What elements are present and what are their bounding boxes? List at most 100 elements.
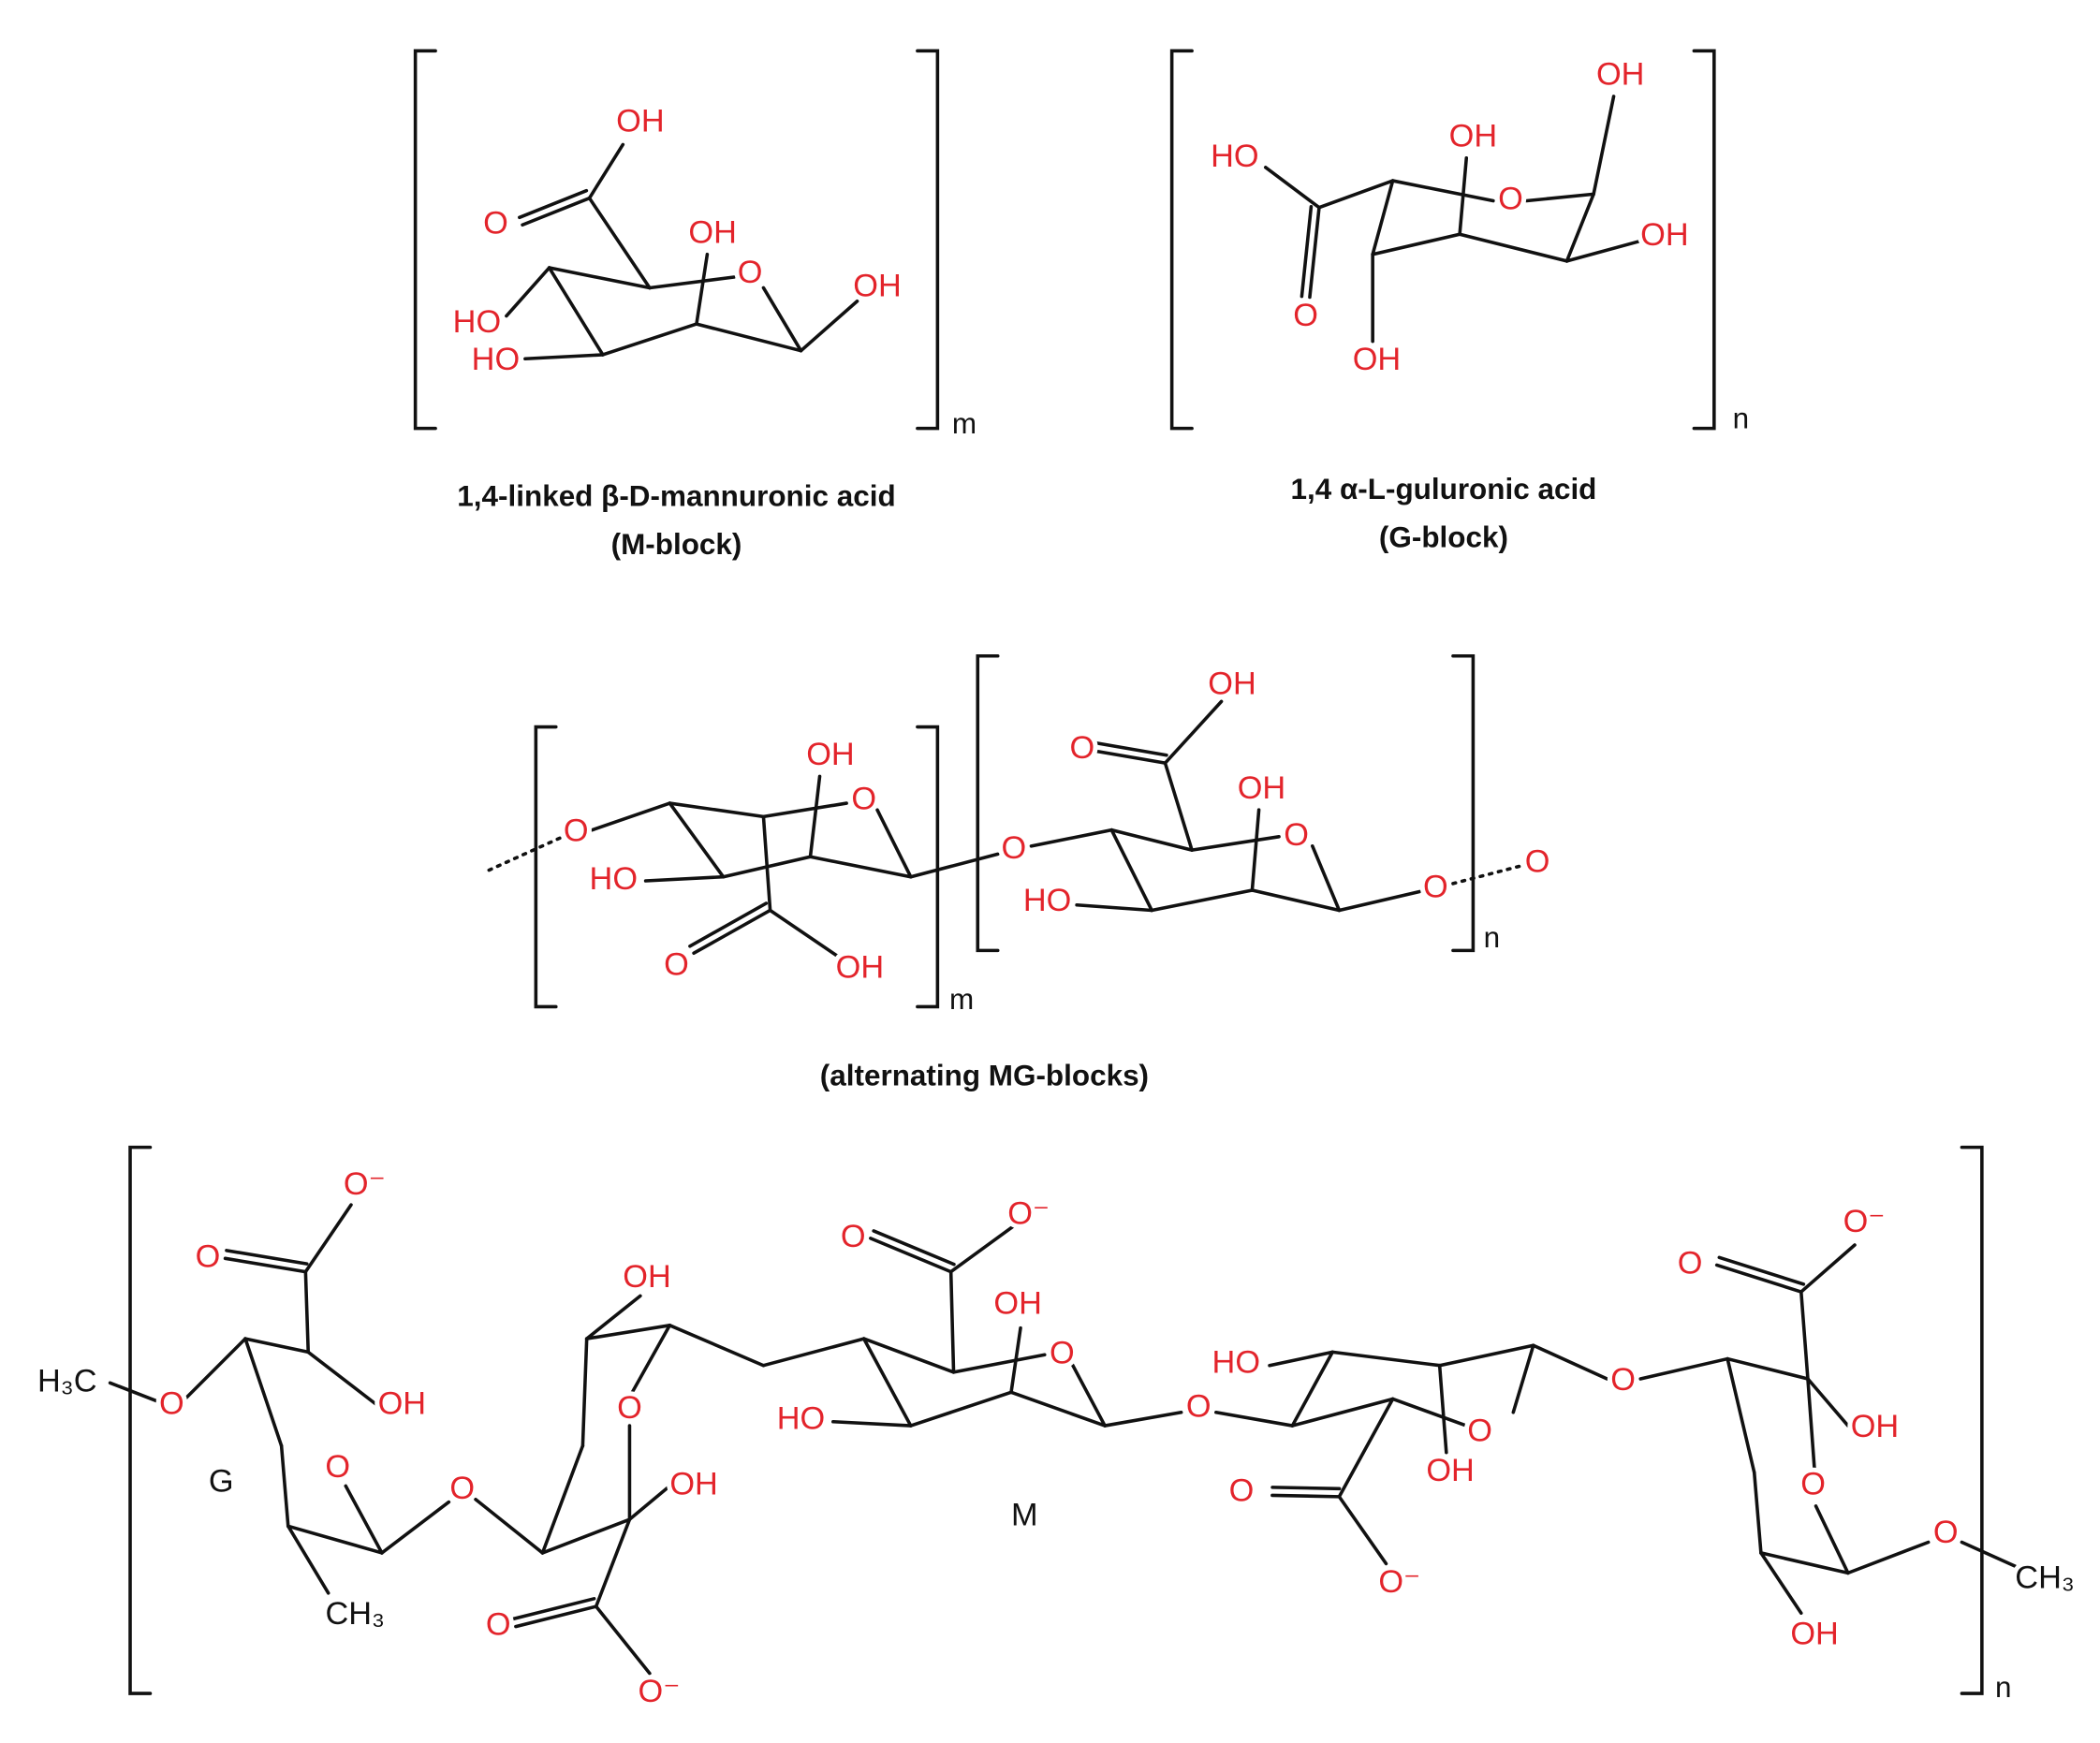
atom-label: O xyxy=(1293,298,1318,333)
bond xyxy=(380,1500,451,1555)
bond xyxy=(505,266,551,318)
bond xyxy=(1371,179,1395,256)
bond xyxy=(861,1337,956,1374)
bond xyxy=(948,1269,956,1374)
bond xyxy=(1214,1410,1295,1428)
bond xyxy=(1511,1343,1535,1414)
bond xyxy=(1437,1343,1535,1368)
atom-label: HO xyxy=(472,342,520,377)
bond xyxy=(279,1443,290,1529)
bond xyxy=(487,836,562,872)
bond xyxy=(1759,1551,1850,1575)
atom-label: HO xyxy=(1212,1344,1260,1380)
atom-label: OH xyxy=(616,104,664,139)
bond xyxy=(243,1337,311,1355)
atom-label: OH xyxy=(853,269,901,304)
bond xyxy=(668,801,766,819)
bond xyxy=(1564,239,1642,263)
bond xyxy=(1270,1486,1342,1491)
bond xyxy=(1714,1263,1803,1294)
atom-label: O⁻ xyxy=(639,1674,681,1709)
brackets xyxy=(128,49,1984,1695)
atom-label: O xyxy=(1050,1335,1075,1370)
atom-label: G xyxy=(209,1464,234,1500)
caption: 1,4 α-L-guluronic acid xyxy=(1290,473,1596,505)
bond xyxy=(587,196,652,290)
bonds xyxy=(108,95,2018,1676)
bond xyxy=(1371,232,1461,256)
bond xyxy=(547,266,652,290)
bond xyxy=(183,1337,247,1401)
bond xyxy=(695,252,710,326)
bond xyxy=(872,1229,956,1267)
bond xyxy=(540,1443,585,1555)
bond xyxy=(1311,844,1342,913)
bond xyxy=(303,1269,311,1355)
repeat-subscript: n xyxy=(1733,402,1749,434)
caption: (alternating MG-blocks) xyxy=(820,1060,1149,1092)
bond xyxy=(1564,192,1595,263)
bond xyxy=(547,266,605,357)
bond xyxy=(303,1203,353,1274)
bond xyxy=(1029,828,1114,848)
bond xyxy=(948,1223,1018,1274)
bond xyxy=(344,1484,384,1555)
bond xyxy=(1524,192,1595,203)
bond xyxy=(1390,179,1495,203)
bond xyxy=(1437,1363,1448,1455)
bond xyxy=(286,1524,384,1555)
bond xyxy=(869,1237,953,1274)
repeat-subscript: n xyxy=(1995,1671,2012,1704)
atom-label: O xyxy=(1186,1389,1212,1425)
atom-label: HO xyxy=(453,304,501,340)
bond xyxy=(1337,1495,1388,1566)
bond xyxy=(1190,835,1281,852)
atom-label: O⁻ xyxy=(1843,1204,1886,1239)
atom-label: O xyxy=(196,1238,221,1274)
atom-label: O xyxy=(1800,1466,1826,1501)
atom-label: O xyxy=(1933,1515,1959,1550)
atom-label: OH xyxy=(1208,666,1256,701)
bond xyxy=(1290,1350,1335,1428)
bond xyxy=(514,1604,598,1629)
bond xyxy=(1726,1356,1810,1381)
atom-label: OH xyxy=(1790,1617,1838,1652)
bond xyxy=(1270,1493,1342,1499)
bond xyxy=(1799,1243,1857,1294)
atom-label: O⁻ xyxy=(344,1166,386,1202)
bond xyxy=(1337,889,1421,913)
bond xyxy=(584,1324,672,1340)
bond xyxy=(1531,1343,1609,1381)
atom-label: M xyxy=(1011,1497,1038,1532)
bond xyxy=(306,1350,380,1408)
bond xyxy=(1592,95,1616,197)
atom-label: O xyxy=(483,205,508,241)
bond xyxy=(1308,205,1321,300)
bond xyxy=(523,353,605,361)
atom-label: OH xyxy=(993,1285,1041,1321)
caption: (M-block) xyxy=(611,528,742,561)
bond xyxy=(601,322,698,357)
bond xyxy=(590,801,672,832)
caption: 1,4-linked β-D-mannuronic acid xyxy=(457,479,895,512)
bond xyxy=(630,1324,672,1395)
atom-label: OH xyxy=(669,1466,717,1501)
bond xyxy=(808,774,822,859)
atom-label: O xyxy=(1284,817,1309,853)
bond xyxy=(1103,1410,1183,1428)
bond xyxy=(761,801,848,819)
atom-label: CH₃ xyxy=(2015,1560,2075,1596)
bond xyxy=(1759,1551,1803,1616)
bond xyxy=(225,1249,309,1266)
atom-label: O⁻ xyxy=(1378,1564,1420,1600)
atom-label: O⁻ xyxy=(1007,1196,1050,1232)
bond xyxy=(1163,761,1194,852)
bond xyxy=(1150,888,1255,913)
bond xyxy=(1458,232,1569,263)
bond xyxy=(1069,1361,1107,1428)
atom-label: OH xyxy=(1851,1409,1899,1444)
atom-label: O xyxy=(664,947,689,983)
bond xyxy=(1163,699,1224,765)
atom-label: O xyxy=(1467,1413,1492,1448)
bond xyxy=(668,801,726,879)
